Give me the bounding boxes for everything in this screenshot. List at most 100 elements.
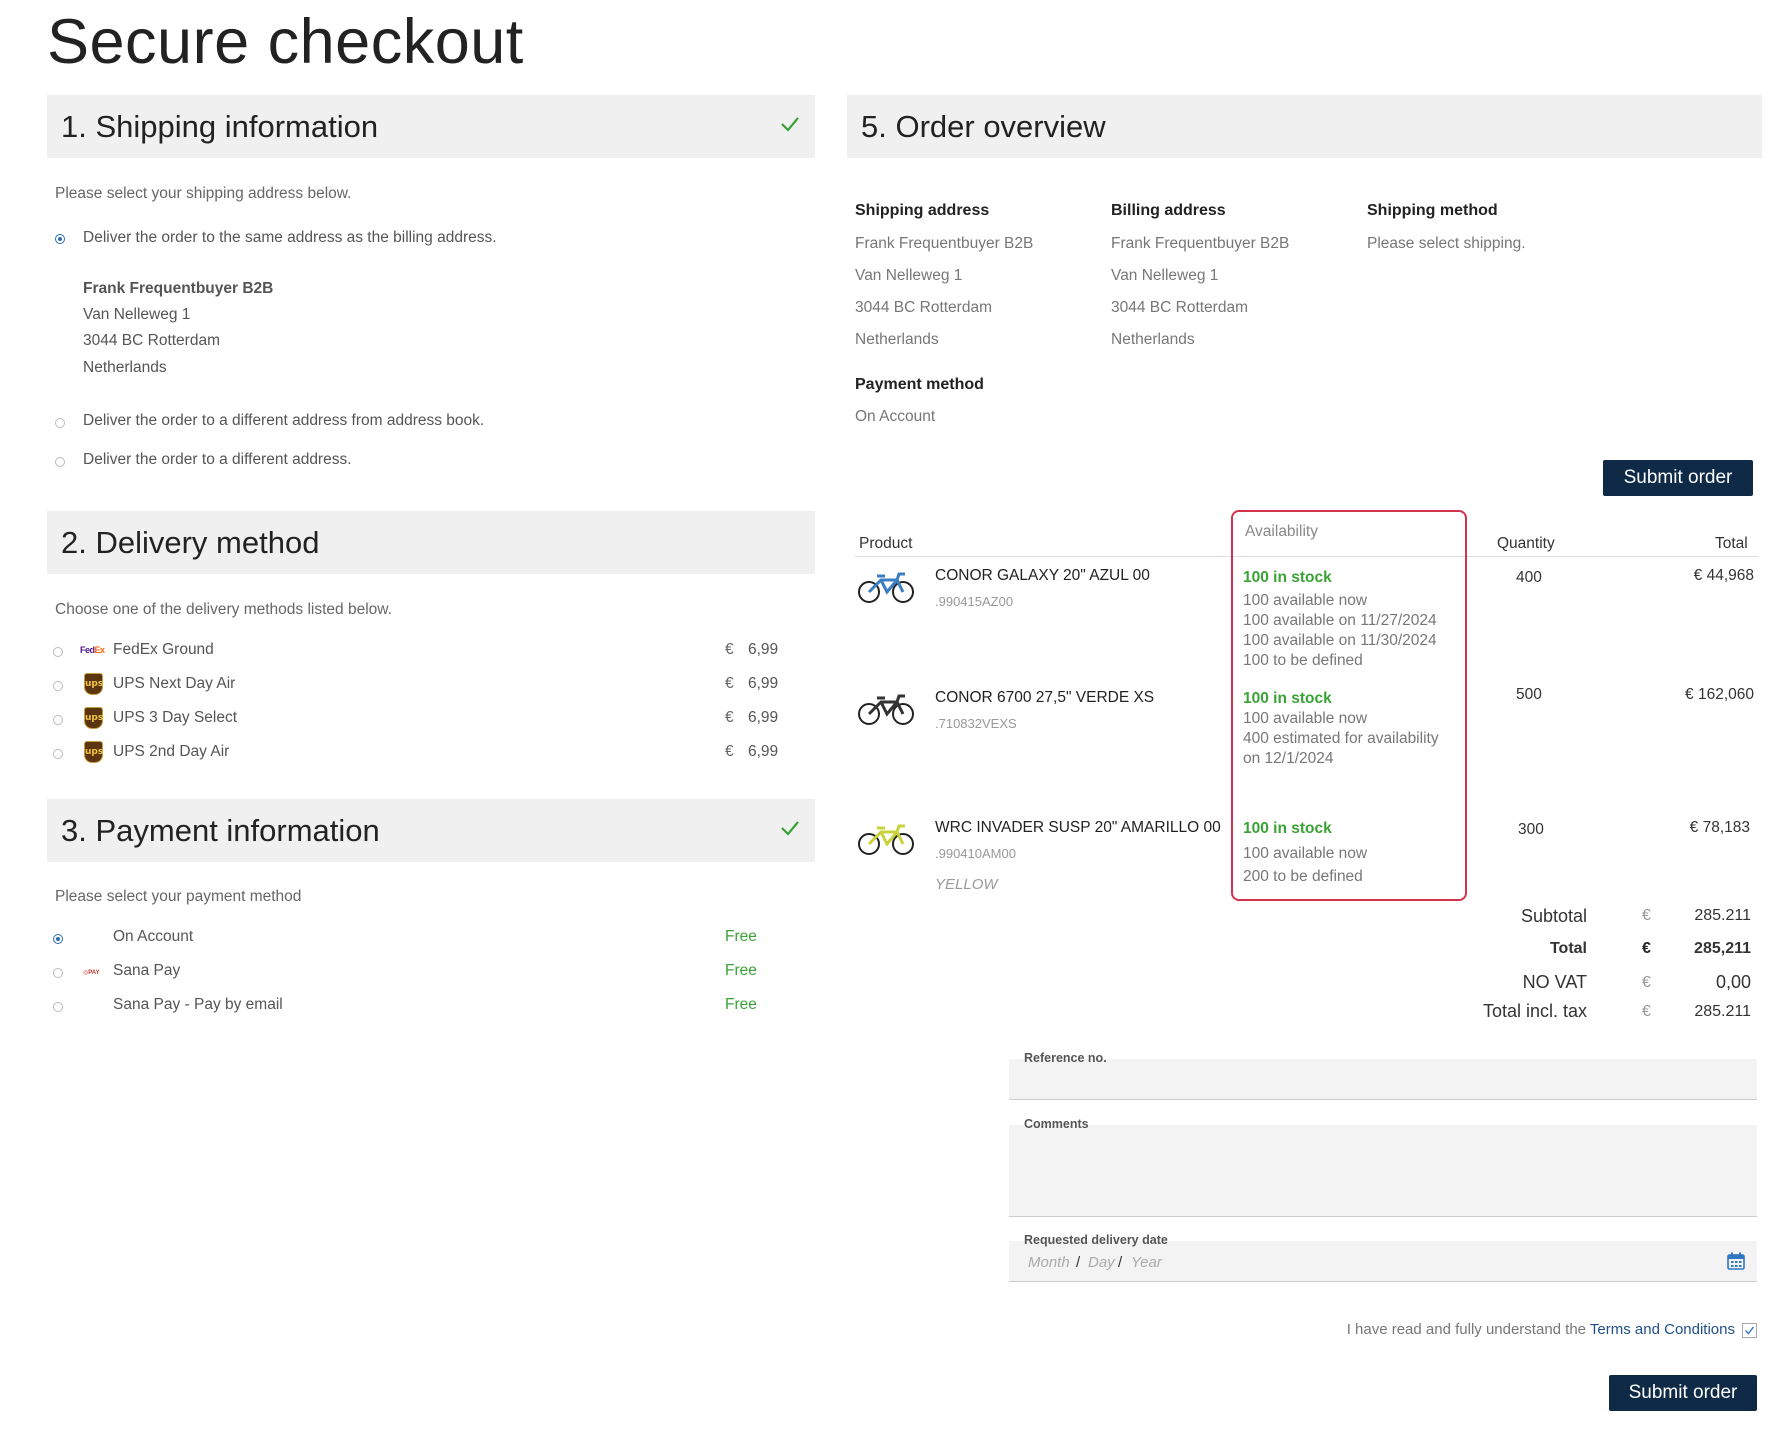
billing-address-label: Billing address <box>1111 202 1226 219</box>
address-book-label[interactable]: Deliver the order to a different address… <box>83 412 485 429</box>
product-name[interactable]: CONOR 6700 27,5" VERDE XS <box>935 689 1155 706</box>
terms-prefix: I have read and fully understand the <box>1346 1321 1590 1338</box>
payment-radio-sana-pay[interactable] <box>53 968 63 978</box>
payment-method-name[interactable]: On Account <box>113 928 194 945</box>
terms-checkbox[interactable] <box>1742 1323 1757 1338</box>
ups-icon: ups <box>84 673 103 695</box>
payment-method-name[interactable]: Sana Pay <box>113 962 181 979</box>
shipping-address-label: Shipping address <box>855 202 990 219</box>
subtotal-label: Subtotal <box>1520 906 1587 926</box>
vat-currency: € <box>1642 974 1651 991</box>
availability-highlight <box>1231 510 1467 901</box>
overview-billing-line: Van Nelleweg 1 <box>1111 267 1219 284</box>
stock-status: 100 in stock <box>1243 820 1332 837</box>
ups-icon: ups <box>84 741 103 763</box>
date-day[interactable]: Day <box>1088 1254 1115 1271</box>
shipping-address-street: Van Nelleweg 1 <box>83 306 191 323</box>
shipping-intro: Please select your shipping address belo… <box>55 185 352 202</box>
date-month[interactable]: Month <box>1028 1254 1070 1271</box>
quantity-value: 500 <box>1516 686 1542 703</box>
delivery-method-name[interactable]: UPS Next Day Air <box>113 675 236 692</box>
delivery-radio-ups-2nd-day[interactable] <box>53 749 63 759</box>
delivery-radio-fedex[interactable] <box>53 647 63 657</box>
availability-line: 100 available now <box>1243 710 1368 727</box>
delivery-currency: € <box>725 641 734 658</box>
delivery-currency: € <box>725 709 734 726</box>
submit-order-button-bottom[interactable]: Submit order <box>1609 1375 1757 1411</box>
same-address-label[interactable]: Deliver the order to the same address as… <box>83 229 497 246</box>
address-book-radio[interactable] <box>55 418 65 428</box>
delivery-method-name[interactable]: FedEx Ground <box>113 641 214 658</box>
same-address-radio[interactable] <box>55 234 65 244</box>
table-row <box>857 568 915 609</box>
delivery-intro: Choose one of the delivery methods liste… <box>55 601 392 618</box>
product-name[interactable]: CONOR GALAXY 20" AZUL 00 <box>935 567 1150 584</box>
overview-shipping-method: Please select shipping. <box>1367 235 1526 252</box>
payment-price: Free <box>725 996 757 1013</box>
shipping-address-country: Netherlands <box>83 359 167 376</box>
overview-shipping-line: Van Nelleweg 1 <box>855 267 963 284</box>
comments-textarea[interactable] <box>1009 1125 1757 1217</box>
total-incl-tax-label: Total incl. tax <box>1482 1001 1587 1021</box>
shipping-section-header[interactable]: 1. Shipping information <box>47 95 815 158</box>
product-name[interactable]: WRC INVADER SUSP 20" AMARILLO 00 <box>935 819 1221 836</box>
stock-status: 100 in stock <box>1243 690 1332 707</box>
delivery-price: 6,99 <box>748 709 779 726</box>
overview-shipping-line: Frank Frequentbuyer B2B <box>855 235 1034 252</box>
total-incl-tax-value: 285.211 <box>1694 1003 1751 1020</box>
ups-icon: ups <box>84 707 103 729</box>
delivery-radio-ups-next-day[interactable] <box>53 681 63 691</box>
payment-price: Free <box>725 962 757 979</box>
delivery-price: 6,99 <box>748 675 779 692</box>
delivery-radio-ups-3-day[interactable] <box>53 715 63 725</box>
submit-order-button-top[interactable]: Submit order <box>1603 460 1753 496</box>
total-currency: € <box>1642 940 1651 957</box>
shipping-address-city: 3044 BC Rotterdam <box>83 332 220 349</box>
availability-line: 100 available on 11/27/2024 <box>1243 612 1437 629</box>
payment-radio-sana-pay-email[interactable] <box>53 1002 63 1012</box>
overview-billing-line: Frank Frequentbuyer B2B <box>1111 235 1290 252</box>
fedex-icon: FedEx <box>80 645 105 655</box>
payment-method-name[interactable]: Sana Pay - Pay by email <box>113 996 283 1013</box>
vat-value: 0,00 <box>1715 972 1751 992</box>
quantity-value: 400 <box>1516 569 1542 586</box>
check-icon <box>781 117 799 132</box>
subtotal-currency: € <box>1642 907 1651 924</box>
check-icon <box>781 821 799 836</box>
delivery-method-name[interactable]: UPS 2nd Day Air <box>113 743 230 760</box>
table-header-divider <box>855 556 1758 557</box>
availability-line: 100 available now <box>1243 845 1368 862</box>
delivery-date-field[interactable] <box>1009 1241 1757 1282</box>
overview-payment-method: On Account <box>855 408 936 425</box>
quantity-value: 300 <box>1518 821 1544 838</box>
reference-input[interactable] <box>1009 1059 1757 1100</box>
delivery-method-name[interactable]: UPS 3 Day Select <box>113 709 238 726</box>
total-incl-tax-currency: € <box>1642 1003 1651 1020</box>
product-sku: .990410AM00 <box>935 846 1016 861</box>
different-address-label[interactable]: Deliver the order to a different address… <box>83 451 352 468</box>
product-sku: .710832VEXS <box>935 716 1017 731</box>
delivery-currency: € <box>725 743 734 760</box>
payment-radio-on-account[interactable] <box>53 934 63 944</box>
delivery-section-header[interactable]: 2. Delivery method <box>47 511 815 574</box>
different-address-radio[interactable] <box>55 457 65 467</box>
availability-line: 400 estimated for availability <box>1243 730 1439 747</box>
col-header-total: Total <box>1715 535 1748 552</box>
bicycle-thumbnail[interactable] <box>857 568 915 604</box>
subtotal-value: 285.211 <box>1694 907 1751 924</box>
terms-link[interactable]: Terms and Conditions <box>1589 1321 1735 1338</box>
line-total: € 162,060 <box>1685 686 1754 703</box>
page-title: Secure checkout <box>47 7 524 77</box>
date-year[interactable]: Year <box>1131 1254 1162 1271</box>
overview-heading: 5. Order overview <box>861 109 1106 144</box>
table-row <box>857 690 915 731</box>
calendar-icon[interactable] <box>1727 1252 1745 1270</box>
payment-section-header[interactable]: 3. Payment information <box>47 799 815 862</box>
total-value: 285,211 <box>1694 940 1751 957</box>
shipping-address-name: Frank Frequentbuyer B2B <box>83 280 274 297</box>
comments-label: Comments <box>1024 1117 1089 1131</box>
overview-billing-line: 3044 BC Rotterdam <box>1111 299 1248 316</box>
bicycle-thumbnail[interactable] <box>857 820 915 856</box>
bicycle-thumbnail[interactable] <box>857 690 915 726</box>
delivery-currency: € <box>725 675 734 692</box>
